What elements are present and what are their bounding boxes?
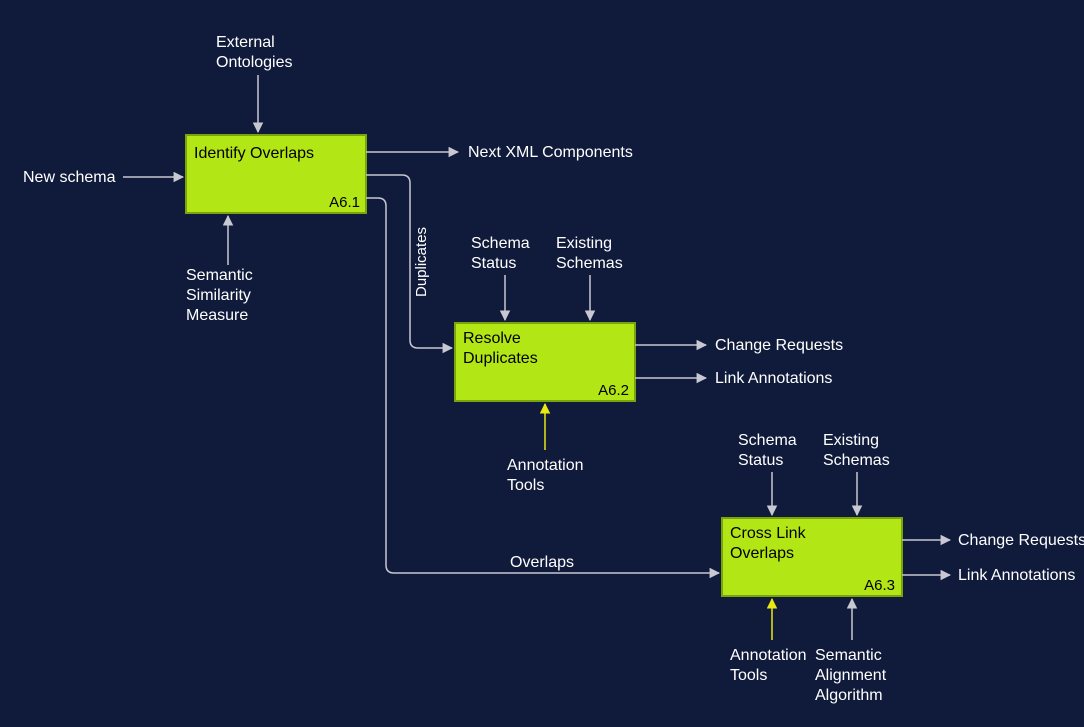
node-a63-title-l1: Cross Link: [730, 525, 807, 542]
label-annotation-tools-a63-l1: Annotation: [730, 647, 807, 664]
node-resolve-duplicates: Resolve Duplicates A6.2: [455, 323, 635, 401]
label-annotation-tools-a62-l2: Tools: [507, 477, 544, 494]
label-existing-schemas-a62-l2: Schemas: [556, 255, 623, 272]
label-change-requests-a63: Change Requests: [958, 532, 1084, 549]
node-a62-title-l1: Resolve: [463, 330, 521, 347]
label-existing-schemas-a63-l1: Existing: [823, 432, 879, 449]
diagram-canvas: Identify Overlaps A6.1 Resolve Duplicate…: [0, 0, 1084, 727]
node-a63-code: A6.3: [864, 577, 895, 594]
label-ssm-l3: Measure: [186, 307, 248, 324]
label-link-annotations-a62: Link Annotations: [715, 370, 832, 387]
label-existing-schemas-a62-l1: Existing: [556, 235, 612, 252]
label-annotation-tools-a63-l2: Tools: [730, 667, 767, 684]
label-sem-align-l1: Semantic: [815, 647, 882, 664]
label-schema-status-a63-l2: Status: [738, 452, 783, 469]
label-sem-align-l2: Alignment: [815, 667, 887, 684]
label-next-xml: Next XML Components: [468, 144, 633, 161]
label-change-requests-a62: Change Requests: [715, 337, 843, 354]
label-annotation-tools-a62-l1: Annotation: [507, 457, 584, 474]
label-new-schema: New schema: [23, 169, 116, 186]
label-duplicates: Duplicates: [413, 227, 430, 297]
label-ssm-l2: Similarity: [186, 287, 251, 304]
edge-duplicates: [366, 175, 452, 348]
node-a61-code: A6.1: [329, 194, 360, 211]
label-overlaps: Overlaps: [510, 554, 574, 571]
node-a63-title-l2: Overlaps: [730, 545, 794, 562]
label-existing-schemas-a63-l2: Schemas: [823, 452, 890, 469]
label-schema-status-a63-l1: Schema: [738, 432, 797, 449]
node-a61-title: Identify Overlaps: [194, 145, 314, 162]
label-external-ontologies-l1: External: [216, 34, 275, 51]
label-link-annotations-a63: Link Annotations: [958, 567, 1075, 584]
label-ssm-l1: Semantic: [186, 267, 253, 284]
node-cross-link-overlaps: Cross Link Overlaps A6.3: [722, 518, 902, 596]
label-schema-status-a62-l2: Status: [471, 255, 516, 272]
node-a62-code: A6.2: [598, 382, 629, 399]
node-a62-title-l2: Duplicates: [463, 350, 538, 367]
label-external-ontologies-l2: Ontologies: [216, 54, 293, 71]
node-identify-overlaps: Identify Overlaps A6.1: [186, 135, 366, 213]
label-schema-status-a62-l1: Schema: [471, 235, 530, 252]
label-sem-align-l3: Algorithm: [815, 687, 883, 704]
